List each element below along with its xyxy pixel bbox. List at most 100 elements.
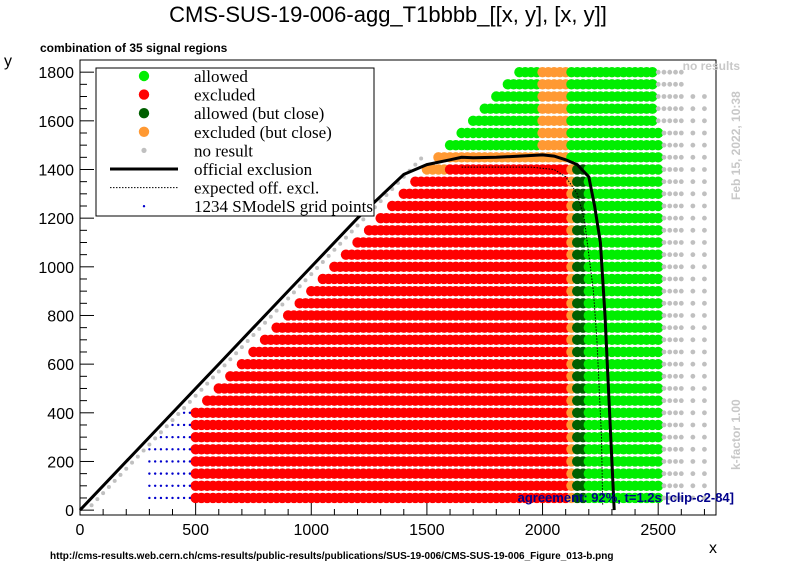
point-no-result (673, 288, 678, 294)
point-no-result (673, 240, 678, 245)
point-no-result (667, 81, 673, 87)
point-no-result (690, 215, 696, 221)
grid-point (182, 484, 186, 488)
point-no-result (667, 203, 673, 209)
point-no-result (95, 497, 100, 502)
point-allowed (647, 115, 658, 127)
point-no-result (678, 118, 684, 124)
point-allowed (652, 212, 664, 224)
point-no-result (667, 386, 673, 391)
k-factor-label: k-factor 1.00 (729, 399, 743, 470)
point-no-result (678, 81, 684, 87)
point-no-result (678, 471, 684, 477)
agreement-label: agreement: 92%, t=1.2s [clip-c2-84] (518, 490, 734, 505)
grid-point (171, 472, 174, 475)
point-allowed (652, 395, 664, 406)
grid-point (182, 460, 186, 463)
point-allowed (652, 358, 664, 370)
point-no-result (661, 106, 667, 112)
grid-point (159, 484, 163, 488)
point-no-result (690, 386, 696, 391)
point-no-result (210, 375, 215, 380)
grid-point (182, 423, 186, 427)
grid-point (165, 496, 168, 500)
point-no-result (667, 118, 673, 124)
point-no-result (678, 106, 684, 112)
point-no-result (673, 495, 678, 501)
point-no-result (702, 288, 707, 294)
point-no-result (667, 325, 673, 331)
grid-point (177, 496, 180, 500)
point-no-result (141, 448, 146, 453)
point-allowed (652, 492, 664, 504)
exclusion-curves (78, 153, 616, 512)
point-no-result (315, 266, 320, 271)
point-no-result (678, 252, 684, 258)
point-no-result (702, 264, 707, 270)
point-no-result (228, 357, 233, 362)
point-no-result (280, 302, 285, 307)
grid-point (165, 484, 168, 488)
point-no-result (667, 337, 673, 343)
point-no-result (661, 130, 667, 136)
point-no-result (690, 483, 696, 489)
point-no-result (673, 361, 678, 367)
point-no-result (667, 94, 673, 99)
point-no-result (199, 387, 204, 392)
point-no-result (667, 154, 673, 160)
point-no-result (690, 130, 696, 136)
point-no-result (661, 276, 667, 282)
point-no-result (673, 215, 678, 221)
point-no-result (655, 94, 661, 99)
point-no-result (661, 313, 667, 318)
point-no-result (326, 253, 331, 258)
point-no-result (690, 142, 696, 148)
point-no-result (384, 193, 389, 198)
point-no-result (678, 288, 684, 294)
point-allowed (652, 383, 664, 394)
grid-point (171, 435, 174, 439)
official-exclusion-line (78, 153, 616, 512)
point-no-result (667, 361, 673, 367)
grid-point (148, 496, 151, 500)
point-no-result (667, 434, 673, 440)
point-no-result (673, 167, 678, 172)
point-no-result (655, 106, 661, 112)
point-no-result (678, 410, 684, 416)
point-no-result (690, 361, 696, 367)
point-no-result (678, 459, 684, 464)
point-allowed (652, 468, 664, 479)
legend-marker (142, 205, 146, 208)
point-no-result (667, 288, 673, 294)
point-allowed (652, 127, 664, 139)
point-no-result (118, 472, 123, 477)
y-tick-label: 1600 (38, 114, 74, 131)
point-no-result (673, 203, 678, 209)
point-allowed (652, 237, 664, 248)
point-allowed (652, 225, 664, 236)
point-allowed (652, 310, 664, 321)
point-no-result (690, 118, 696, 124)
point-no-result (661, 81, 667, 87)
legend-label: official exclusion (194, 160, 313, 179)
point-no-result (673, 434, 678, 440)
point-no-result (678, 325, 684, 331)
grid-point (148, 460, 151, 463)
point-no-result (690, 313, 696, 318)
point-no-result (678, 167, 684, 172)
point-no-result (673, 130, 678, 136)
point-no-result (678, 313, 684, 318)
grid-point (188, 496, 192, 500)
point-no-result (661, 337, 667, 343)
point-no-result (690, 288, 696, 294)
point-no-result (678, 264, 684, 270)
grid-point (177, 448, 180, 451)
point-allowed (652, 200, 664, 212)
point-no-result (661, 373, 667, 379)
grid-point (177, 435, 180, 439)
legend-label: no result (194, 141, 253, 160)
point-no-result (702, 313, 707, 318)
grid-point (188, 435, 192, 439)
grid-point (165, 472, 168, 475)
